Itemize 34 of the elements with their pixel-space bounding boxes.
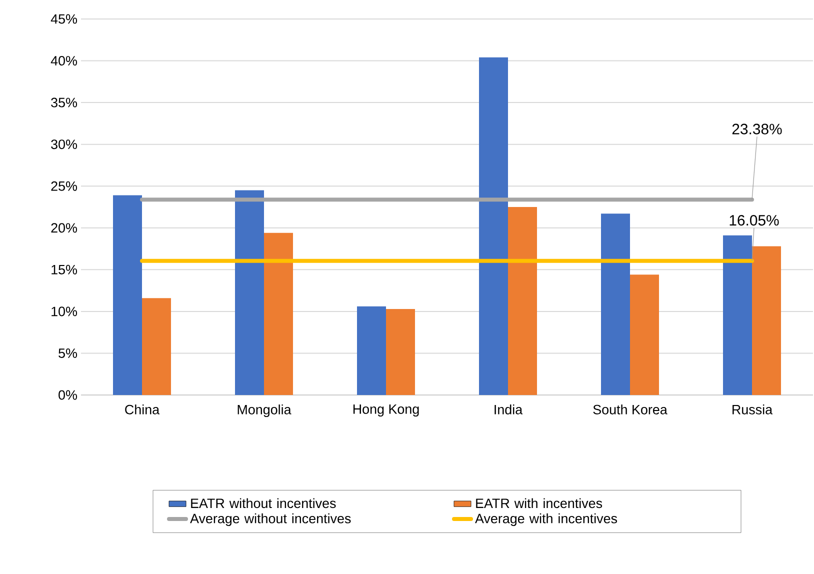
bar <box>479 57 508 395</box>
bar <box>113 195 142 395</box>
y-tick-label: 5% <box>58 348 78 358</box>
data-label: 23.38% <box>732 124 782 134</box>
x-tick-label: Russia <box>732 404 773 414</box>
bar <box>264 232 293 395</box>
bar <box>723 235 752 395</box>
bar <box>386 308 415 395</box>
x-tick-label: Hong Kong <box>353 404 419 417</box>
legend-label: EATR with incentives <box>476 498 602 508</box>
bar <box>357 306 386 395</box>
y-tick-label: 0% <box>58 390 78 400</box>
x-tick-label: India <box>494 404 523 414</box>
y-tick-label: 10% <box>52 306 77 316</box>
bar <box>752 246 782 395</box>
legend-label: EATR without incentives <box>191 498 336 508</box>
y-tick-label: 45% <box>50 14 77 24</box>
y-tick-label: 40% <box>50 56 77 66</box>
x-tick-label: Mongolia <box>238 404 292 418</box>
legend-label: Average with incentives <box>475 513 618 526</box>
bar <box>601 214 630 395</box>
bar <box>235 190 264 395</box>
data-label: 16.05% <box>730 215 779 226</box>
y-tick-label: 15% <box>52 264 77 274</box>
x-tick-label: China <box>125 404 160 414</box>
legend-label: Average without incentives <box>190 513 351 526</box>
y-tick-label: 20% <box>51 223 77 233</box>
y-tick-label: 30% <box>51 140 77 150</box>
y-tick-label: 25% <box>51 181 77 191</box>
bar <box>142 298 171 395</box>
x-tick-label: South Korea <box>593 404 668 414</box>
bar <box>508 206 537 395</box>
y-tick-label: 35% <box>51 98 77 108</box>
bar <box>630 274 660 395</box>
